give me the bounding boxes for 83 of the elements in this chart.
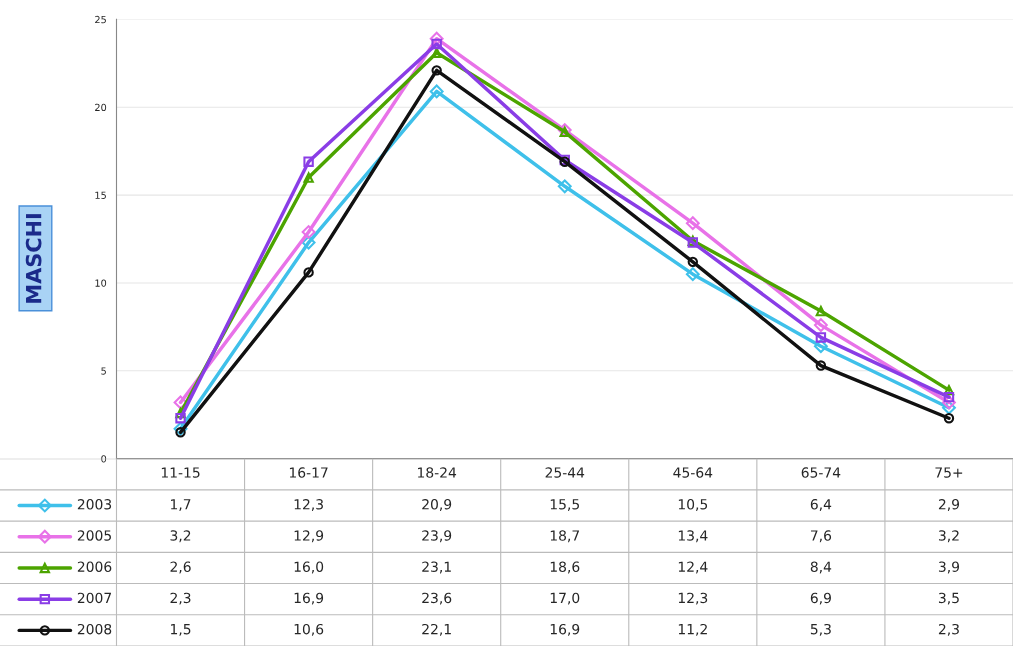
data-label: 1,7: [171, 499, 191, 511]
point: [685, 267, 700, 282]
point: [431, 65, 442, 76]
point: [942, 395, 956, 410]
point: [173, 395, 188, 410]
data-label: 15,5: [550, 499, 579, 511]
point: [431, 38, 442, 50]
x-tick-label: 75+: [935, 467, 963, 478]
point: [173, 421, 188, 436]
legend-label: 2006: [77, 561, 112, 572]
x-tick-label: 45-64: [673, 467, 713, 478]
x-tick-label: 18-24: [418, 467, 457, 478]
point: [175, 407, 186, 419]
legend-label: 2005: [77, 530, 111, 541]
y-tick-label: 20: [95, 103, 107, 112]
data-label: 17,0: [550, 592, 580, 605]
data-label: 3,9: [938, 561, 960, 574]
y-axis-title: MASCHI: [25, 214, 42, 303]
data-label: 20,9: [422, 499, 452, 511]
point: [815, 360, 827, 371]
data-label: 12,3: [678, 592, 708, 605]
point: [557, 179, 572, 194]
legend-label: 2008: [77, 623, 112, 635]
point: [429, 31, 444, 46]
data-label: 11,2: [678, 623, 707, 636]
data-label: 16,9: [550, 623, 580, 636]
data-label: 3,5: [938, 592, 959, 605]
legend-label: 2007: [77, 592, 111, 604]
data-label: 7,6: [810, 530, 832, 543]
point: [175, 427, 186, 438]
point: [431, 47, 442, 58]
data-label: 3,2: [170, 530, 191, 543]
x-tick-label: 25-44: [545, 467, 585, 478]
data-label: 5,3: [810, 623, 831, 636]
data-label: 23,1: [422, 561, 451, 574]
data-label: 16,9: [294, 592, 324, 605]
data-label: 2,3: [170, 592, 191, 605]
point: [943, 413, 955, 424]
data-label: 16,0: [294, 561, 324, 574]
data-label: 8,4: [810, 561, 832, 574]
data-label: 12,3: [294, 499, 323, 511]
point: [943, 391, 955, 403]
data-label: 18,7: [550, 530, 580, 543]
data-label: 23,6: [422, 592, 452, 605]
data-label: 2,3: [938, 623, 959, 636]
point: [303, 172, 314, 183]
y-tick-label: 0: [101, 455, 107, 463]
point: [687, 256, 699, 268]
data-label: 12,4: [678, 561, 708, 574]
data-label: 6,4: [810, 499, 832, 511]
point: [943, 384, 955, 396]
point: [815, 305, 827, 317]
point: [815, 332, 827, 343]
data-label: 10,5: [678, 499, 708, 511]
point: [303, 267, 314, 278]
data-label: 13,4: [678, 530, 708, 543]
legend-label: 2003: [77, 499, 112, 510]
point: [942, 400, 956, 415]
data-label: 12,9: [294, 530, 324, 543]
data-label: 2,6: [170, 561, 191, 574]
data-label: 18,6: [550, 561, 580, 574]
x-tick-label: 11-15: [161, 467, 200, 478]
point: [685, 216, 700, 231]
y-tick-label: 10: [95, 279, 107, 287]
data-label: 6,9: [810, 592, 831, 605]
data-label: 10,6: [294, 623, 324, 636]
point: [813, 339, 828, 354]
data-label: 22,1: [422, 623, 451, 636]
point: [303, 156, 314, 167]
data-label: 23,9: [422, 530, 452, 543]
data-label: 1,5: [171, 624, 191, 636]
data-label: 2,9: [938, 499, 960, 511]
data-label: 3,2: [938, 530, 959, 543]
x-tick-label: 65-74: [801, 467, 841, 478]
y-tick-label: 25: [95, 15, 106, 24]
x-tick-label: 16-17: [289, 467, 328, 478]
y-tick-label: 5: [101, 367, 106, 375]
point: [301, 225, 316, 239]
y-tick-label: 15: [95, 191, 106, 199]
point: [429, 84, 444, 99]
point: [813, 318, 828, 333]
point: [301, 235, 316, 250]
point: [175, 413, 186, 424]
